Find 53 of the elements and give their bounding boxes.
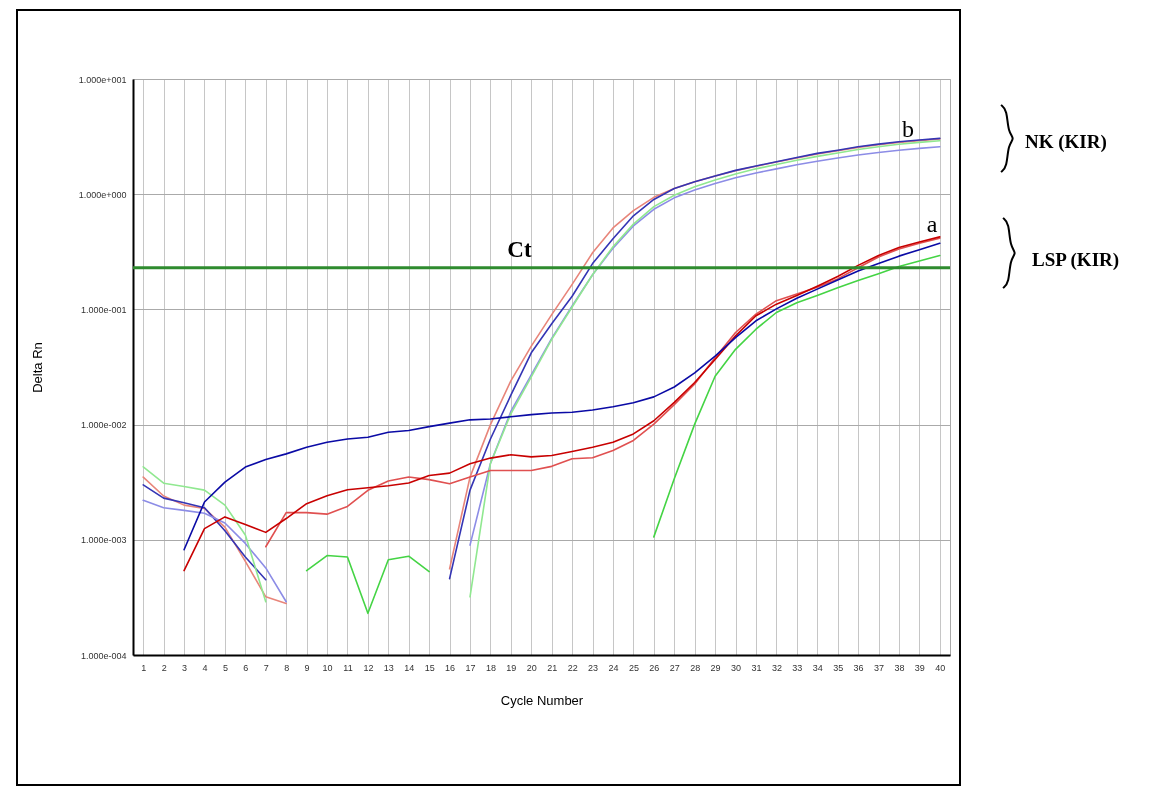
text: LSP (KIR) [1032, 249, 1120, 271]
y-tick-label: 1.000e+000 [78, 189, 127, 200]
x-tick-label: 34 [812, 662, 823, 673]
annotation: a [926, 211, 938, 237]
x-tick-label: 1 [141, 662, 147, 673]
y-tick-label: 1.000e-004 [80, 650, 127, 661]
x-tick-label: 19 [506, 662, 517, 673]
x-tick-label: 16 [445, 662, 456, 673]
annotation: b [902, 116, 914, 142]
x-tick-label: 40 [935, 662, 946, 673]
x-tick-label: 20 [526, 662, 537, 673]
x-tick-label: 39 [914, 662, 925, 673]
x-tick-label: 15 [424, 662, 435, 673]
x-tick-label: 24 [608, 662, 619, 673]
x-tick-label: 11 [343, 662, 353, 673]
x-tick-label: 33 [792, 662, 803, 673]
y-tick-label: 1.000e+001 [78, 74, 127, 85]
x-tick-label: 30 [731, 662, 742, 673]
x-axis-title: Cycle Number [500, 692, 584, 708]
x-tick-label: 8 [284, 662, 290, 673]
x-tick-label: 32 [771, 662, 782, 673]
x-tick-label: 35 [833, 662, 844, 673]
text: NK (KIR) [1025, 131, 1107, 153]
x-tick-label: 10 [322, 662, 333, 673]
ref-line-label: Ct [507, 236, 532, 262]
x-tick-label: 38 [894, 662, 905, 673]
y-tick-label: 1.000e-003 [80, 535, 127, 546]
x-tick-label: 29 [710, 662, 721, 673]
x-tick-label: 13 [383, 662, 394, 673]
x-tick-label: 27 [669, 662, 680, 673]
x-tick-label: 6 [243, 662, 249, 673]
x-tick-label: 26 [649, 662, 660, 673]
x-tick-label: 37 [874, 662, 885, 673]
x-tick-label: 31 [751, 662, 762, 673]
y-axis-title: Delta Rn [29, 342, 45, 393]
x-tick-label: 5 [222, 662, 228, 673]
x-tick-label: 4 [202, 662, 208, 673]
x-tick-label: 23 [588, 662, 599, 673]
x-tick-label: 9 [304, 662, 310, 673]
x-tick-label: 2 [161, 662, 167, 673]
x-tick-label: 18 [485, 662, 496, 673]
x-tick-label: 36 [853, 662, 864, 673]
x-tick-label: 22 [567, 662, 578, 673]
x-tick-label: 3 [182, 662, 188, 673]
x-tick-label: 21 [547, 662, 558, 673]
x-tick-label: 12 [363, 662, 374, 673]
x-tick-label: 7 [263, 662, 269, 673]
y-tick-label: 1.000e-001 [80, 304, 127, 315]
x-tick-label: 25 [628, 662, 639, 673]
x-tick-label: 28 [690, 662, 701, 673]
x-tick-label: 14 [404, 662, 415, 673]
y-tick-label: 1.000e-002 [80, 420, 127, 431]
x-tick-label: 17 [465, 662, 476, 673]
